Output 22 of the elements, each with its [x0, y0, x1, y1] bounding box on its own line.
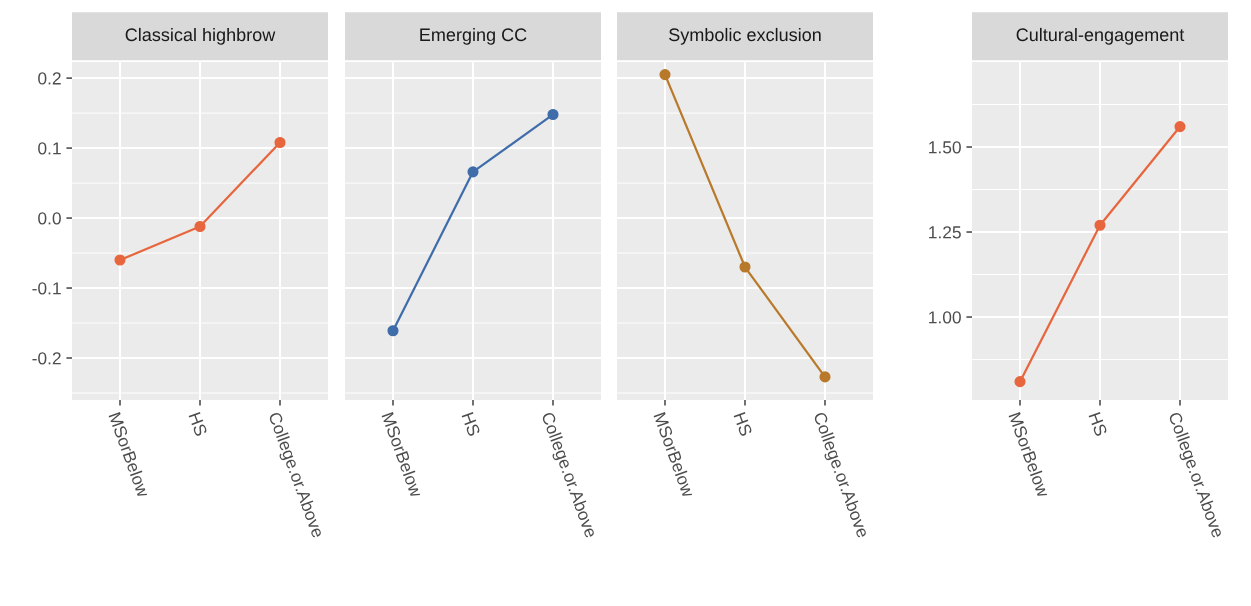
y-tick-label: -0.2 [32, 352, 61, 365]
x-tick-label: HS [1088, 411, 1108, 437]
point [274, 136, 286, 149]
x-tick-label: HS [461, 411, 481, 437]
y-tick-label: 1.00 [929, 311, 961, 324]
y-tick-label: -0.1 [32, 282, 61, 295]
x-tick-label: HS [188, 411, 208, 437]
y-tick-label: 0.1 [38, 142, 61, 155]
point [1014, 376, 1026, 388]
chart-title: Classical highbrow [125, 27, 276, 45]
chart-title: Symbolic exclusion [669, 27, 821, 45]
point [1174, 121, 1186, 133]
y-tick-label: 1.25 [929, 226, 961, 239]
y-tick-label: 1.50 [929, 141, 961, 154]
y-tick-label: 0.2 [38, 72, 61, 85]
chart-title: Cultural-engagement [1016, 27, 1185, 45]
chart-title: Emerging CC [420, 27, 527, 45]
point [1094, 219, 1106, 231]
x-tick-label: HS [733, 411, 753, 437]
y-tick-label: 0.0 [38, 212, 61, 225]
point [114, 254, 126, 266]
point [194, 220, 206, 233]
